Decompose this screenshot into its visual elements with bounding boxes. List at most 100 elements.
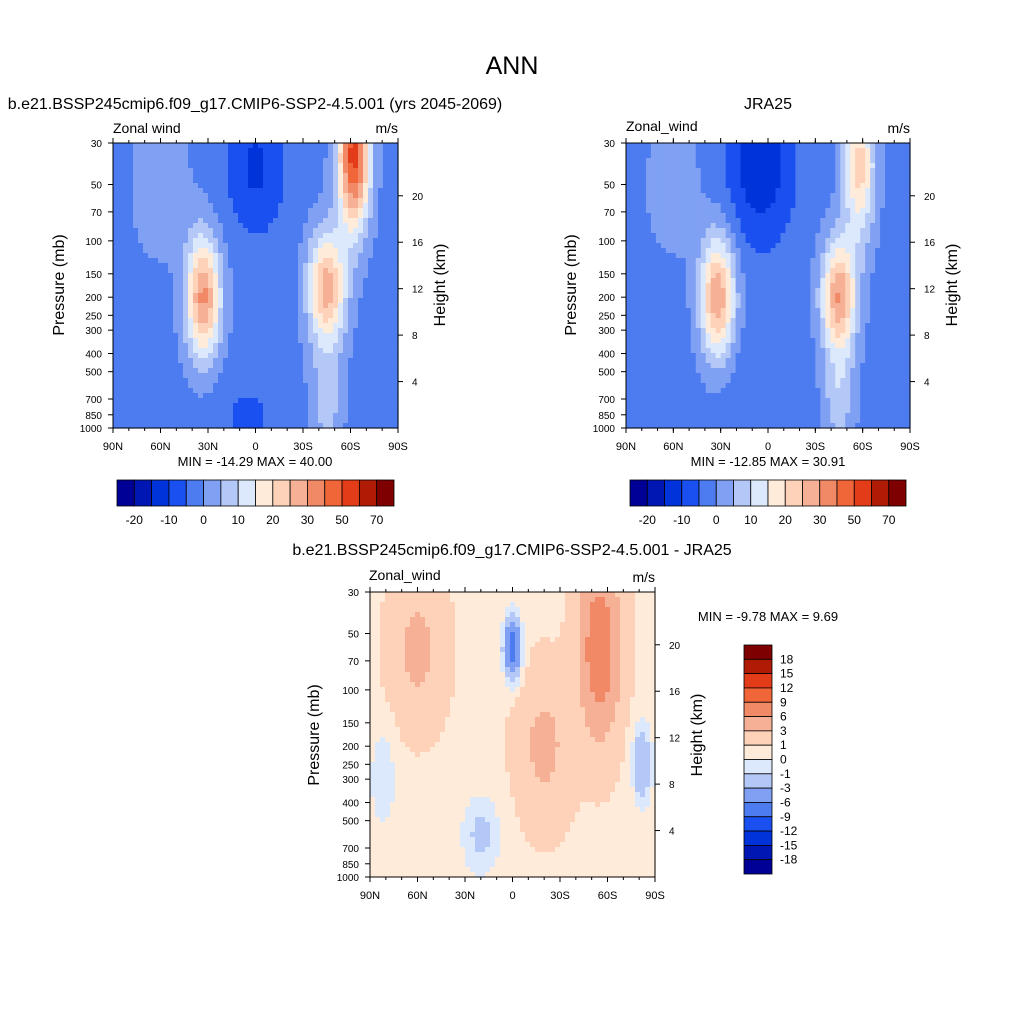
x-tick-label: 90S <box>388 441 408 453</box>
contour-cell <box>333 293 339 299</box>
contour-cell <box>740 148 747 154</box>
contour-cell <box>770 268 777 274</box>
contour-cell <box>208 288 214 294</box>
contour-cell <box>133 233 139 239</box>
contour-cell <box>870 243 876 249</box>
contour-cell <box>313 278 319 284</box>
contour-cell <box>188 223 194 229</box>
contour-cell <box>665 278 672 284</box>
contour-cell <box>168 383 174 389</box>
contour-cell <box>153 178 159 184</box>
contour-cell <box>268 388 274 394</box>
contour-cell <box>383 348 389 354</box>
contour-cell <box>785 158 792 164</box>
contour-cell <box>233 173 239 179</box>
contour-cell <box>178 323 184 329</box>
contour-cell <box>153 188 159 194</box>
contour-cell <box>153 328 159 334</box>
contour-cell <box>313 378 319 384</box>
contour-cell <box>118 238 124 244</box>
contour-cell <box>815 153 821 159</box>
contour-cell <box>198 368 204 374</box>
contour-cell <box>203 218 209 224</box>
contour-cell <box>223 363 229 369</box>
contour-cell <box>393 403 399 409</box>
contour-cell <box>715 188 722 194</box>
contour-cell <box>298 423 304 429</box>
contour-cell <box>193 368 199 374</box>
contour-cell <box>118 398 124 404</box>
contour-cell <box>760 158 767 164</box>
contour-cell <box>740 208 747 214</box>
contour-cell <box>323 248 329 254</box>
contour-cell <box>323 233 329 239</box>
contour-cell <box>153 293 159 299</box>
contour-cell <box>680 193 687 199</box>
contour-cell <box>133 228 139 234</box>
contour-cell <box>845 193 851 199</box>
contour-cell <box>168 248 174 254</box>
contour-cell <box>138 373 144 379</box>
contour-cell <box>248 283 254 289</box>
contour-cell <box>318 153 324 159</box>
contour-cell <box>626 258 632 264</box>
colorbar-box <box>255 479 274 507</box>
contour-cell <box>238 168 244 174</box>
contour-cell <box>113 328 119 334</box>
contour-cell <box>353 413 359 419</box>
contour-cell <box>685 263 692 269</box>
contour-cell <box>303 343 309 349</box>
contour-cell <box>870 223 876 229</box>
contour-cell <box>785 143 792 149</box>
contour-cell <box>208 328 214 334</box>
contour-cell <box>148 238 154 244</box>
contour-cell <box>775 268 782 274</box>
contour-cell <box>133 258 139 264</box>
contour-cell <box>720 188 727 194</box>
contour-cell <box>725 203 732 209</box>
contour-cell <box>840 228 846 234</box>
contour-cell <box>218 348 224 354</box>
contour-cell <box>730 263 737 269</box>
contour-cell <box>273 228 279 234</box>
contour-cell <box>855 273 861 279</box>
contour-cell <box>318 378 324 384</box>
contour-cell <box>755 178 762 184</box>
contour-cell <box>263 418 269 424</box>
contour-cell <box>208 338 214 344</box>
contour-cell <box>253 243 259 249</box>
contour-cell <box>388 378 394 384</box>
contour-cell <box>333 213 339 219</box>
contour-cell <box>173 273 179 279</box>
contour-cell <box>233 323 239 329</box>
contour-cell <box>258 363 264 369</box>
contour-cell <box>268 163 274 169</box>
contour-cell <box>318 308 324 314</box>
contour-cell <box>900 198 906 204</box>
contour-cell <box>233 233 239 239</box>
contour-cell <box>368 318 374 324</box>
contour-cell <box>388 168 394 174</box>
contour-cell <box>178 303 184 309</box>
contour-cell <box>278 158 284 164</box>
contour-cell <box>288 273 294 279</box>
contour-cell <box>188 283 194 289</box>
contour-cell <box>303 203 309 209</box>
contour-cell <box>810 188 816 194</box>
contour-cell <box>263 308 269 314</box>
contour-cell <box>805 163 811 169</box>
contour-cell <box>855 243 861 249</box>
contour-cell <box>735 263 742 269</box>
contour-cell <box>278 188 284 194</box>
contour-cell <box>660 263 667 269</box>
contour-cell <box>353 323 359 329</box>
contour-cell <box>193 163 199 169</box>
contour-cell <box>780 248 787 254</box>
contour-cell <box>810 163 816 169</box>
contour-cell <box>218 398 224 404</box>
contour-cell <box>815 238 821 244</box>
contour-cell <box>148 253 154 259</box>
contour-cell <box>670 258 677 264</box>
contour-cell <box>338 198 344 204</box>
contour-cell <box>113 198 119 204</box>
